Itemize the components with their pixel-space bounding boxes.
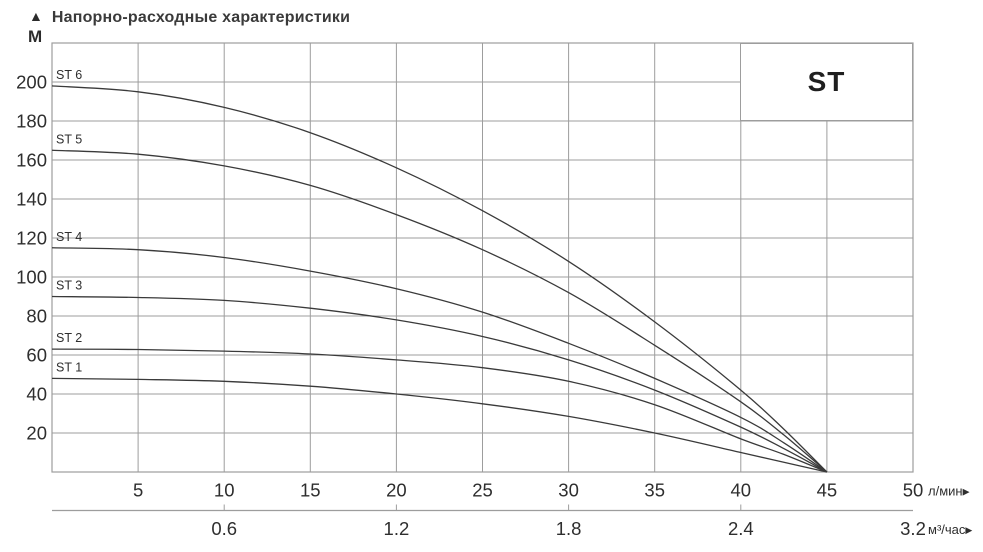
- x-axis-tick-label: 20: [386, 480, 407, 501]
- y-axis-tick-label: 100: [16, 266, 47, 287]
- y-axis-tick-label: 180: [16, 110, 47, 131]
- x-axis-tick-label: 25: [472, 480, 493, 501]
- x-axis-tick-label: 40: [731, 480, 752, 501]
- curve-st-3: [51, 295, 828, 473]
- x-axis-unit-label: л/мин▶: [928, 484, 970, 499]
- curve-st-4: [51, 247, 828, 473]
- y-axis-tick-label: 120: [16, 227, 47, 248]
- x-axis-tick-label: 10: [214, 480, 235, 501]
- x-axis-tick-label: 50: [903, 480, 924, 501]
- x-axis-tick-label: 35: [644, 480, 665, 501]
- y-axis-tick-label: 60: [26, 344, 47, 365]
- curve-label-st-5: ST 5: [56, 132, 82, 146]
- plot-border: [51, 42, 914, 473]
- curve-label-st-2: ST 2: [56, 331, 82, 345]
- legend-box: ST: [740, 43, 913, 121]
- y-axis-tick-label: 20: [26, 422, 47, 443]
- secondary-axis-unit-label: м³/час▶: [928, 522, 972, 537]
- secondary-axis-tick-label: 0.6: [211, 518, 237, 539]
- y-axis-tick-label: 140: [16, 188, 47, 209]
- secondary-axis-tick-label: 1.2: [384, 518, 410, 539]
- curve-st-5: [51, 149, 828, 473]
- curve-st-2: [51, 348, 828, 473]
- curve-label-st-1: ST 1: [56, 360, 82, 374]
- curve-st-1: [51, 377, 828, 473]
- curve-label-st-3: ST 3: [56, 279, 82, 293]
- y-axis-tick-label: 40: [26, 383, 47, 404]
- chart-title: Напорно-расходные характеристики: [51, 9, 351, 26]
- y-axis-tick-label: 160: [16, 149, 47, 170]
- curve-label-st-6: ST 6: [56, 68, 82, 82]
- x-axis-tick-label: 15: [300, 480, 321, 501]
- secondary-axis-tick-label: 3.2: [900, 518, 926, 539]
- x-axis-tick-label: 30: [558, 480, 579, 501]
- y-axis-tick-label: 80: [26, 305, 47, 326]
- x-axis-tick-label: 45: [817, 480, 838, 501]
- y-axis-unit-label: М: [28, 27, 43, 46]
- curve-label-st-4: ST 4: [56, 230, 82, 244]
- secondary-axis-tick-label: 2.4: [728, 518, 754, 539]
- secondary-axis-tick-label: 1.8: [556, 518, 582, 539]
- legend-title: ST: [807, 66, 846, 97]
- chart-header: ▲ Напорно-расходные характеристики: [29, 9, 350, 27]
- y-axis-tick-label: 200: [16, 71, 47, 92]
- curve-st-6: [51, 85, 828, 473]
- x-axis-tick-label: 5: [133, 480, 143, 501]
- y-axis-up-arrow-icon: ▲: [29, 8, 43, 24]
